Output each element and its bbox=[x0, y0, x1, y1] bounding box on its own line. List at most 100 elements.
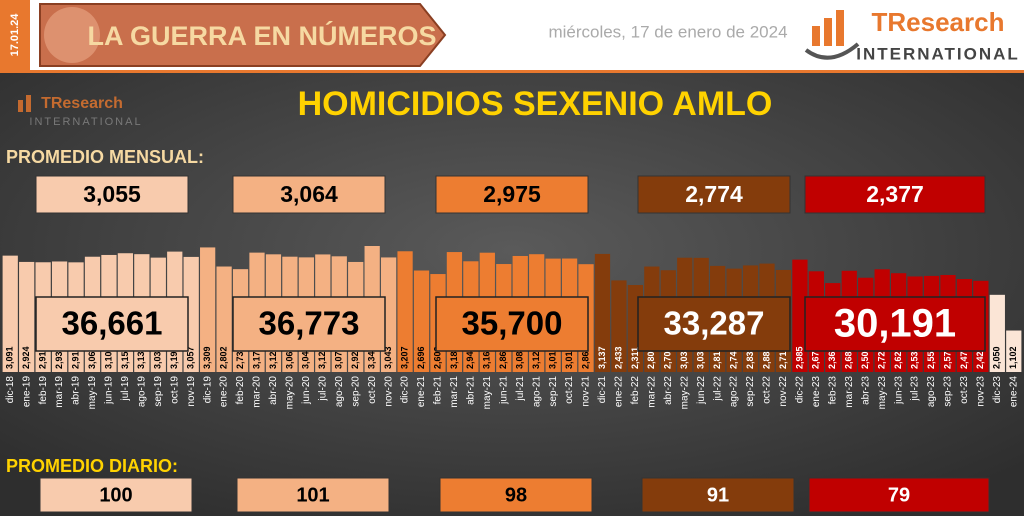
bar bbox=[397, 251, 413, 372]
total-box bbox=[804, 296, 986, 352]
daily-box bbox=[39, 477, 193, 513]
logo-small-sub: INTERNATIONAL bbox=[29, 116, 142, 128]
x-tick-label: oct-20 bbox=[367, 376, 378, 404]
x-tick-label: dic-23 bbox=[992, 376, 1003, 404]
bar-label: 2,577 bbox=[942, 346, 952, 369]
bar bbox=[216, 266, 232, 372]
x-tick-label: jun-19 bbox=[104, 376, 115, 405]
bar-label: 3,014 bbox=[564, 346, 574, 369]
period-total: 35,700 bbox=[462, 305, 563, 342]
bar-label: 2,732 bbox=[235, 346, 245, 369]
bar-label: 2,801 bbox=[646, 346, 656, 369]
logo-name: TResearch bbox=[872, 7, 1005, 37]
x-tick-label: jun-22 bbox=[696, 376, 707, 405]
bar bbox=[594, 253, 611, 372]
bar-label: 2,924 bbox=[21, 346, 31, 369]
bar-label: 2,552 bbox=[926, 346, 936, 369]
bar-label: 3,155 bbox=[120, 346, 130, 369]
monthly-box bbox=[35, 175, 189, 214]
bar bbox=[19, 261, 35, 372]
bar-label: 2,818 bbox=[712, 346, 722, 369]
period-total: 33,287 bbox=[664, 305, 765, 342]
x-tick-label: sep-21 bbox=[548, 376, 559, 407]
x-tick-label: feb-19 bbox=[38, 376, 49, 405]
bar-label: 2,711 bbox=[778, 347, 788, 369]
daily-average: 91 bbox=[707, 484, 729, 506]
bar-label: 2,880 bbox=[761, 346, 771, 369]
bar-label: 2,746 bbox=[728, 346, 738, 369]
x-tick-label: feb-23 bbox=[827, 376, 838, 405]
total-box bbox=[232, 296, 386, 352]
x-tick-label: ene-21 bbox=[416, 376, 427, 408]
bar-label: 2,624 bbox=[893, 346, 903, 369]
date-strip bbox=[0, 0, 30, 70]
logo-small: TResearch INTERNATIONAL bbox=[18, 95, 142, 128]
date-text: miércoles, 17 de enero de 2024 bbox=[548, 22, 787, 41]
x-tick-label: ago-20 bbox=[334, 376, 345, 408]
x-tick-label: ago-23 bbox=[926, 376, 937, 408]
x-tick-label: mar-22 bbox=[646, 376, 657, 408]
x-tick-label: abr-22 bbox=[663, 376, 674, 405]
x-tick-label: jun-23 bbox=[893, 376, 904, 405]
bar-label: 2,689 bbox=[844, 346, 854, 369]
x-tick-label: abr-20 bbox=[268, 376, 279, 405]
bar-label: 2,311 bbox=[630, 347, 640, 369]
x-tick-label: sep-20 bbox=[350, 376, 361, 407]
monthly-box bbox=[804, 175, 986, 214]
period-total: 30,191 bbox=[834, 302, 956, 346]
x-tick-label: nov-22 bbox=[778, 376, 789, 407]
bar-label: 3,347 bbox=[367, 346, 377, 369]
x-tick-label: sep-19 bbox=[153, 376, 164, 407]
bar bbox=[792, 259, 808, 372]
period-total: 36,773 bbox=[259, 305, 360, 342]
monthly-box bbox=[435, 175, 589, 214]
x-tick-label: ene-23 bbox=[811, 376, 822, 408]
bar-label: 3,171 bbox=[251, 346, 261, 369]
x-tick-label: nov-23 bbox=[976, 376, 987, 407]
daily-title: PROMEDIO DIARIO: bbox=[6, 456, 178, 476]
x-tick-label: abr-23 bbox=[860, 376, 871, 405]
x-tick-label: ene-24 bbox=[1008, 376, 1019, 408]
x-tick-label: oct-23 bbox=[959, 376, 970, 404]
chart-title: HOMICIDIOS SEXENIO AMLO bbox=[298, 85, 773, 123]
bar-label: 3,012 bbox=[548, 346, 558, 369]
x-tick-label: sep-23 bbox=[943, 376, 954, 407]
monthly-average: 3,055 bbox=[83, 181, 141, 207]
bar-label: 3,126 bbox=[268, 346, 278, 369]
daily-box bbox=[439, 477, 593, 513]
bar-label: 2,913 bbox=[70, 346, 80, 369]
x-tick-label: ago-21 bbox=[531, 376, 542, 408]
x-tick-label: dic-21 bbox=[597, 376, 608, 404]
x-tick-label: mar-21 bbox=[449, 376, 460, 408]
total-box bbox=[435, 296, 589, 352]
x-tick-label: dic-22 bbox=[795, 376, 806, 404]
x-tick-label: mar-19 bbox=[54, 376, 65, 408]
x-tick-label: nov-19 bbox=[186, 376, 197, 407]
bar-label: 3,137 bbox=[597, 346, 607, 369]
bar-label: 3,045 bbox=[301, 346, 311, 369]
daily-average: 98 bbox=[505, 484, 527, 506]
daily-average: 101 bbox=[296, 484, 329, 506]
bar-label: 3,082 bbox=[515, 346, 525, 369]
x-tick-label: dic-20 bbox=[400, 376, 411, 404]
bar-label: 2,802 bbox=[218, 346, 228, 369]
bar-label: 2,504 bbox=[860, 346, 870, 369]
bar-label: 2,538 bbox=[909, 346, 919, 369]
bar-label: 2,864 bbox=[580, 346, 590, 369]
banner bbox=[39, 3, 447, 67]
x-tick-label: may-22 bbox=[679, 376, 690, 410]
bar-label: 3,073 bbox=[334, 346, 344, 369]
bar-label: 2,831 bbox=[745, 346, 755, 369]
bar-label: 3,091 bbox=[5, 346, 15, 369]
bar bbox=[200, 247, 216, 372]
x-tick-label: feb-21 bbox=[433, 376, 444, 405]
total-box bbox=[35, 296, 189, 352]
bar-label: 2,470 bbox=[959, 346, 969, 369]
monthly-average: 3,064 bbox=[280, 181, 338, 207]
bar-label: 3,207 bbox=[399, 346, 409, 369]
x-tick-label: jul-20 bbox=[317, 376, 328, 402]
bar-label: 2,050 bbox=[992, 346, 1002, 369]
x-tick-label: oct-21 bbox=[564, 376, 575, 404]
monthly-average: 2,975 bbox=[483, 181, 541, 207]
